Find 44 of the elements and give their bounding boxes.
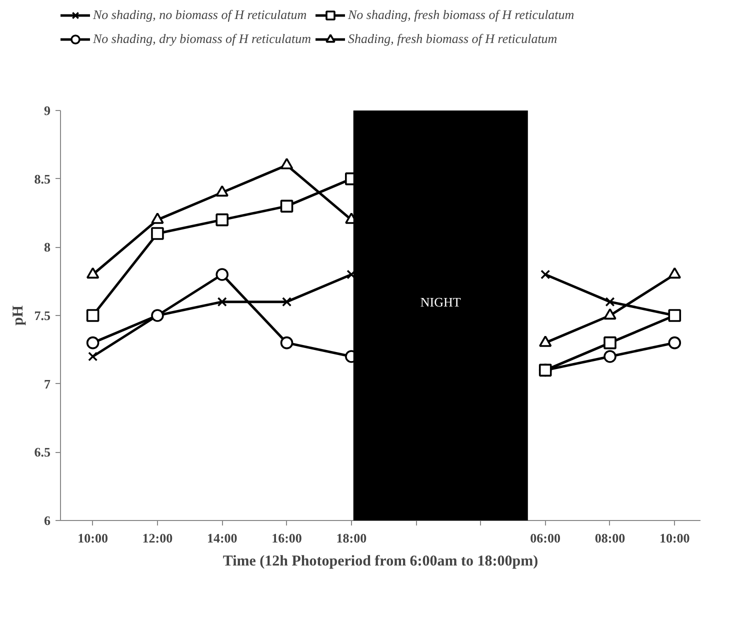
point	[151, 227, 164, 240]
y-tick-label: 9	[44, 103, 51, 118]
point	[668, 267, 682, 279]
y-tick-label: 7.5	[34, 308, 51, 323]
x-tick-label: 12:00	[142, 530, 173, 546]
x-tick-label: 14:00	[206, 530, 238, 546]
legend-label: No shading, no biomass of H reticulatum	[93, 7, 307, 23]
legend-label: No shading, dry biomass of H reticulatum	[93, 31, 311, 47]
point	[280, 336, 294, 350]
x-axis-title: Time (12h Photoperiod from 6:00am to 18:00pm)	[222, 554, 538, 570]
point	[282, 297, 292, 307]
point	[668, 336, 682, 350]
point	[216, 213, 229, 226]
legend-label: No shading, fresh biomass of H reticulatum	[348, 7, 574, 23]
point	[280, 200, 294, 213]
legend-label: Shading, fresh biomass of H reticulatum	[348, 31, 558, 47]
y-axis-title: pH	[10, 305, 26, 326]
point	[86, 309, 100, 322]
point	[216, 185, 229, 197]
x-tick-label: 06:00	[530, 530, 561, 546]
point	[605, 297, 615, 307]
point	[216, 268, 229, 281]
point	[280, 158, 294, 170]
band-label: NIGHT	[420, 294, 461, 310]
y-tick-label: 8.5	[34, 171, 51, 186]
y-tick-label: 8	[44, 240, 51, 255]
point	[604, 350, 616, 363]
x-tick-label: 10:00	[659, 530, 690, 546]
y-tick-label: 6	[44, 513, 51, 528]
point	[604, 336, 616, 350]
point	[86, 336, 100, 350]
x-tick-label: 18:00	[336, 530, 367, 546]
y-tick-label: 7	[44, 376, 51, 392]
point	[151, 212, 164, 224]
point	[538, 364, 552, 377]
y-tick-label: 6.5	[34, 444, 51, 460]
x-tick-label: 08:00	[594, 530, 626, 546]
point	[604, 308, 616, 320]
x-tick-label: 10:00	[78, 530, 108, 546]
point	[86, 267, 100, 279]
point	[88, 352, 98, 362]
x-tick-label: 16:00	[272, 530, 302, 546]
point	[540, 270, 550, 280]
point	[217, 297, 227, 307]
